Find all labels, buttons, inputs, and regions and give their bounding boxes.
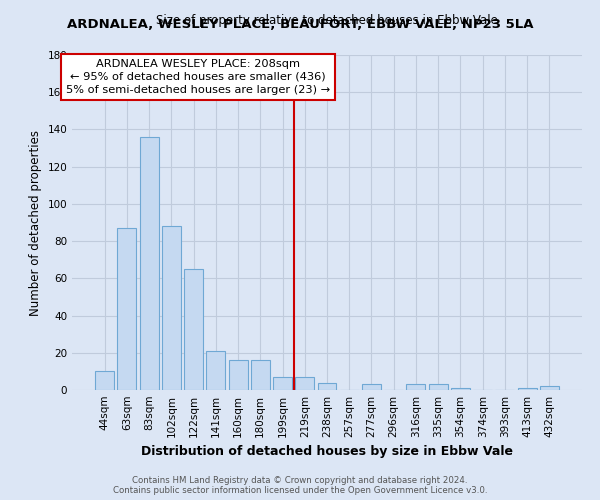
Bar [140, 137, 158, 390]
Bar [295, 377, 314, 390]
Bar [95, 372, 114, 390]
Bar [206, 351, 225, 390]
Title: Size of property relative to detached houses in Ebbw Vale: Size of property relative to detached ho… [156, 14, 498, 28]
Text: Contains HM Land Registry data © Crown copyright and database right 2024.
Contai: Contains HM Land Registry data © Crown c… [113, 476, 487, 495]
Bar [229, 360, 248, 390]
Bar [540, 386, 559, 390]
Bar [162, 226, 181, 390]
X-axis label: Distribution of detached houses by size in Ebbw Vale: Distribution of detached houses by size … [141, 446, 513, 458]
Bar [518, 388, 536, 390]
Bar [362, 384, 381, 390]
Bar [317, 382, 337, 390]
Bar [429, 384, 448, 390]
Bar [251, 360, 270, 390]
Y-axis label: Number of detached properties: Number of detached properties [29, 130, 42, 316]
Bar [451, 388, 470, 390]
Bar [406, 384, 425, 390]
Bar [273, 377, 292, 390]
Bar [118, 228, 136, 390]
Text: ARDNALEA WESLEY PLACE: 208sqm
← 95% of detached houses are smaller (436)
5% of s: ARDNALEA WESLEY PLACE: 208sqm ← 95% of d… [66, 58, 330, 95]
Text: ARDNALEA, WESLEY PLACE, BEAUFORT, EBBW VALE, NP23 5LA: ARDNALEA, WESLEY PLACE, BEAUFORT, EBBW V… [67, 18, 533, 30]
Bar [184, 269, 203, 390]
